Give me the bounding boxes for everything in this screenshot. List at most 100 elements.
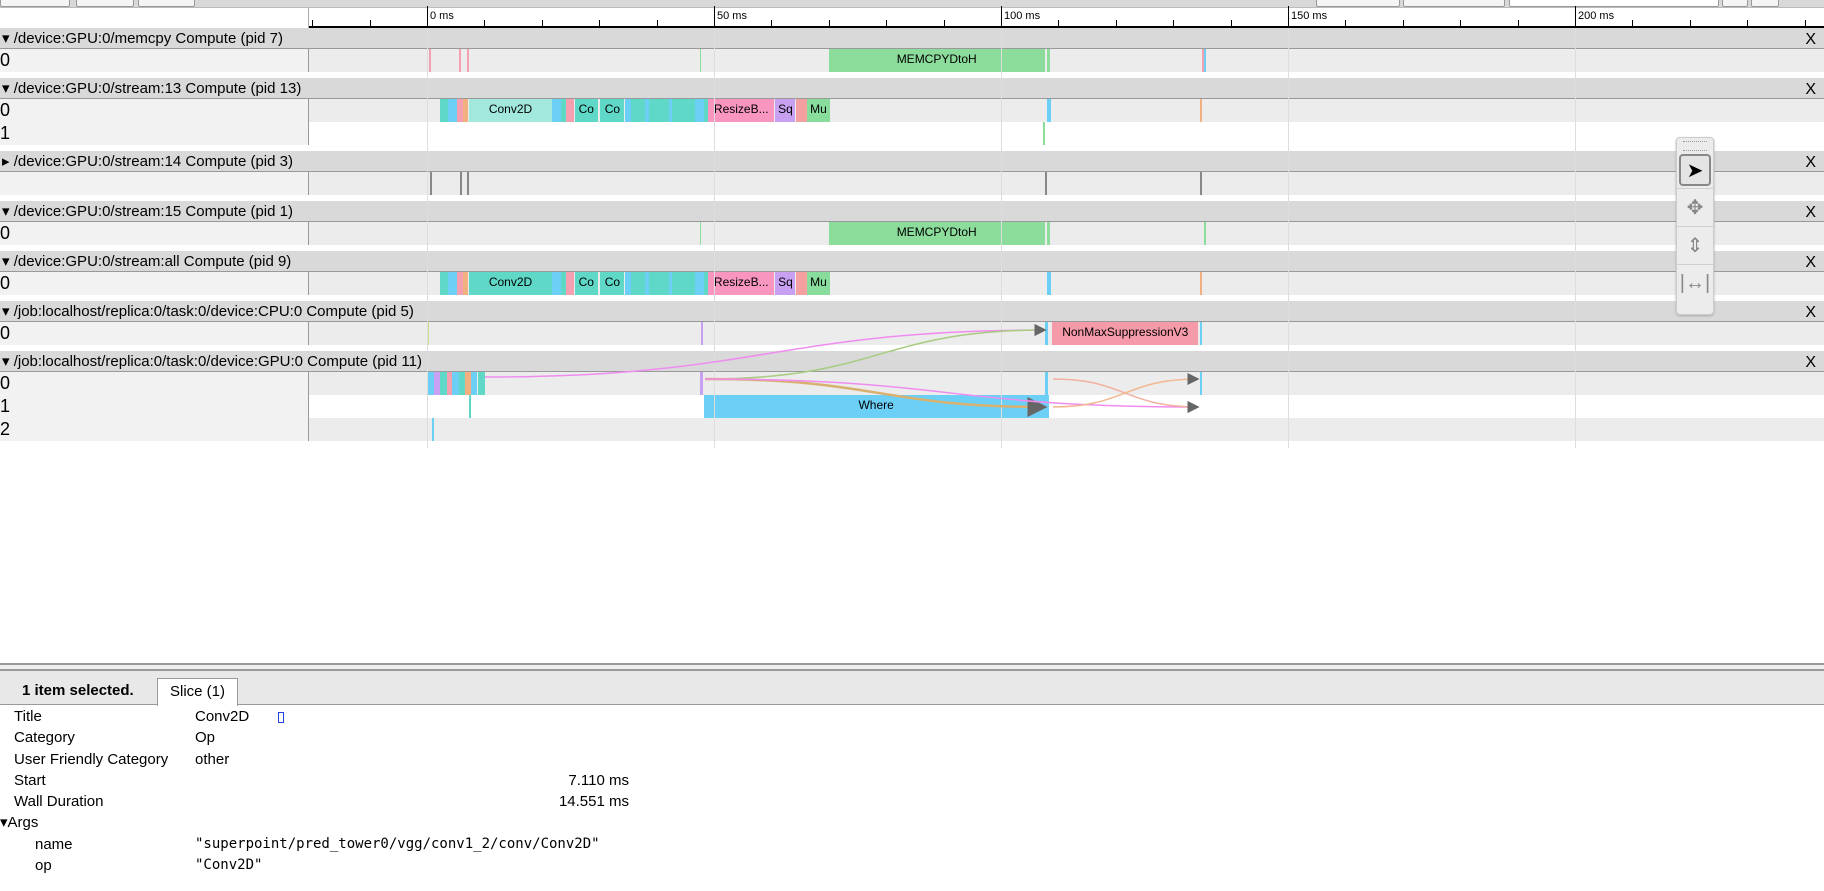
slice[interactable]	[1046, 49, 1050, 72]
slice[interactable]	[470, 372, 478, 395]
drag-handle[interactable]	[1683, 141, 1707, 151]
slice[interactable]: Conv2D	[468, 272, 553, 295]
track-header[interactable]: ▾ /device:GPU:0/memcpy Compute (pid 7) X	[0, 28, 1824, 49]
track-title[interactable]: ▾ /device:GPU:0/memcpy Compute (pid 7)	[2, 30, 283, 47]
slice[interactable]: Co	[574, 272, 599, 295]
slice[interactable]	[1046, 272, 1051, 295]
slice[interactable]	[560, 99, 567, 122]
track-header[interactable]: ▾ /job:localhost/replica:0/task:0/device…	[0, 351, 1824, 372]
slice[interactable]	[795, 99, 807, 122]
slice[interactable]	[668, 99, 673, 122]
close-track-button[interactable]: X	[1805, 31, 1816, 48]
track-title[interactable]: ▾ /job:localhost/replica:0/task:0/device…	[2, 353, 422, 370]
slice[interactable]	[1199, 372, 1203, 395]
slice-area[interactable]: Conv2D Co Co ResizeB... Sq Mu	[309, 272, 1824, 295]
slice[interactable]: Where	[703, 395, 1049, 418]
slice[interactable]	[433, 372, 440, 395]
slice[interactable]	[456, 99, 463, 122]
slice[interactable]	[462, 272, 469, 295]
slice[interactable]	[448, 99, 457, 122]
slice-area[interactable]: Conv2D Co Co ResizeB... Sq Mu	[309, 99, 1824, 122]
slice[interactable]	[703, 272, 709, 295]
slice[interactable]	[467, 49, 469, 72]
slice[interactable]	[1204, 49, 1207, 72]
toolbar-button[interactable]	[1316, 0, 1400, 7]
slice[interactable]	[429, 49, 431, 72]
timing-icon[interactable]: |↔|	[1677, 264, 1713, 302]
slice[interactable]	[625, 272, 631, 295]
slice[interactable]	[427, 322, 430, 345]
slice-area[interactable]	[309, 172, 1824, 195]
slice[interactable]	[1043, 122, 1046, 145]
slice[interactable]	[1200, 99, 1203, 122]
slice-area[interactable]	[309, 372, 1824, 395]
slice[interactable]	[566, 272, 574, 295]
slice[interactable]	[1201, 49, 1204, 72]
slice[interactable]	[703, 99, 709, 122]
slice[interactable]	[668, 272, 673, 295]
slice[interactable]	[1044, 372, 1049, 395]
toolbar-button[interactable]	[76, 0, 134, 7]
slice[interactable]	[700, 322, 703, 345]
slice[interactable]	[795, 272, 807, 295]
slice[interactable]	[645, 272, 649, 295]
slice[interactable]	[439, 99, 449, 122]
close-track-button[interactable]: X	[1805, 304, 1816, 321]
slice[interactable]	[695, 272, 704, 295]
slice[interactable]	[560, 272, 567, 295]
slice[interactable]	[448, 272, 457, 295]
close-track-button[interactable]: X	[1805, 81, 1816, 98]
close-track-button[interactable]: X	[1805, 154, 1816, 171]
slice[interactable]	[625, 99, 631, 122]
link-icon[interactable]	[278, 712, 284, 723]
slice[interactable]: ResizeB...	[708, 272, 775, 295]
slice[interactable]	[459, 49, 461, 72]
toolbar-button[interactable]	[1751, 0, 1779, 7]
close-track-button[interactable]: X	[1805, 254, 1816, 271]
slice[interactable]	[464, 372, 471, 395]
slice[interactable]: Mu	[806, 272, 830, 295]
slice-area[interactable]	[309, 418, 1824, 441]
slice[interactable]: Co	[574, 99, 599, 122]
slice[interactable]	[1199, 322, 1203, 345]
slice[interactable]: Sq	[775, 99, 796, 122]
slice[interactable]	[1044, 172, 1047, 195]
slice[interactable]: Sq	[775, 272, 796, 295]
zoom-icon[interactable]: ⇕	[1677, 226, 1713, 264]
slice[interactable]	[630, 99, 646, 122]
track-title[interactable]: ▾ /device:GPU:0/stream:15 Compute (pid 1…	[2, 203, 293, 220]
slice[interactable]	[645, 99, 649, 122]
toolbar-button[interactable]	[0, 0, 70, 7]
tab-slice[interactable]: Slice (1)	[157, 678, 239, 706]
slice[interactable]	[552, 272, 561, 295]
slice[interactable]: Mu	[806, 99, 830, 122]
args-toggle[interactable]: ▾Args	[0, 812, 700, 833]
track-header[interactable]: ▾ /device:GPU:0/stream:15 Compute (pid 1…	[0, 201, 1824, 222]
track-title[interactable]: ▾ /device:GPU:0/stream:13 Compute (pid 1…	[2, 80, 302, 97]
slice[interactable]: Co	[600, 272, 625, 295]
slice[interactable]	[700, 372, 704, 395]
slice[interactable]	[462, 99, 469, 122]
slice[interactable]	[477, 372, 485, 395]
track-title[interactable]: ▾ /device:GPU:0/stream:all Compute (pid …	[2, 253, 292, 270]
slice[interactable]	[672, 272, 696, 295]
track-header[interactable]: ▾ /job:localhost/replica:0/task:0/device…	[0, 301, 1824, 322]
slice[interactable]	[1200, 272, 1203, 295]
slice[interactable]	[695, 99, 704, 122]
slice[interactable]	[452, 372, 460, 395]
slice[interactable]: Conv2D	[468, 99, 553, 122]
track-header[interactable]: ▾ /device:GPU:0/stream:all Compute (pid …	[0, 251, 1824, 272]
search-input[interactable]	[1509, 0, 1719, 7]
slice[interactable]	[439, 272, 449, 295]
slice[interactable]	[439, 372, 447, 395]
slice[interactable]	[1046, 99, 1051, 122]
slice[interactable]	[468, 395, 472, 418]
slice[interactable]	[456, 272, 463, 295]
panel-resize-handle[interactable]	[0, 663, 1824, 671]
pan-icon[interactable]: ✥	[1677, 188, 1713, 226]
slice[interactable]	[467, 172, 470, 195]
slice[interactable]	[1199, 172, 1202, 195]
slice[interactable]	[1046, 222, 1050, 245]
slice[interactable]	[672, 99, 696, 122]
slice[interactable]	[699, 49, 702, 72]
